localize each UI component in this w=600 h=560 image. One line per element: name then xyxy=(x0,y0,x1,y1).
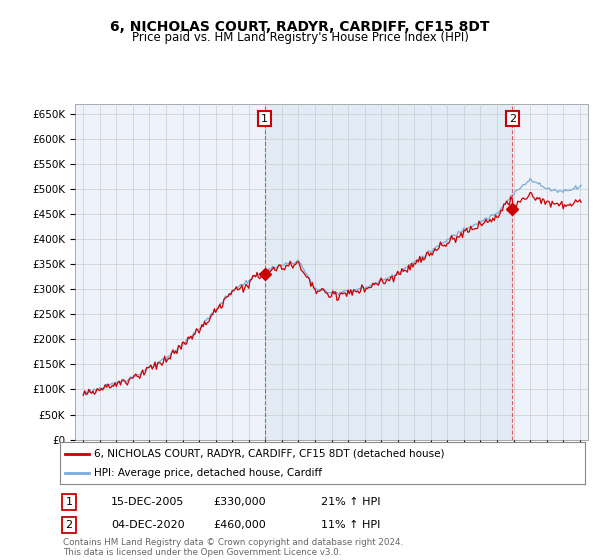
Text: HPI: Average price, detached house, Cardiff: HPI: Average price, detached house, Card… xyxy=(94,468,322,478)
Text: 1: 1 xyxy=(261,114,268,124)
Text: 15-DEC-2005: 15-DEC-2005 xyxy=(111,497,184,507)
Text: 04-DEC-2020: 04-DEC-2020 xyxy=(111,520,185,530)
Bar xyxy=(265,104,512,440)
Text: £330,000: £330,000 xyxy=(213,497,266,507)
Text: 2: 2 xyxy=(509,114,516,124)
Text: 2: 2 xyxy=(65,520,73,530)
Text: Contains HM Land Registry data © Crown copyright and database right 2024.
This d: Contains HM Land Registry data © Crown c… xyxy=(63,538,403,557)
Text: £460,000: £460,000 xyxy=(213,520,266,530)
Text: 6, NICHOLAS COURT, RADYR, CARDIFF, CF15 8DT (detached house): 6, NICHOLAS COURT, RADYR, CARDIFF, CF15 … xyxy=(94,449,445,459)
Text: 6, NICHOLAS COURT, RADYR, CARDIFF, CF15 8DT: 6, NICHOLAS COURT, RADYR, CARDIFF, CF15 … xyxy=(110,20,490,34)
Text: 21% ↑ HPI: 21% ↑ HPI xyxy=(321,497,380,507)
Text: 1: 1 xyxy=(65,497,73,507)
Text: 11% ↑ HPI: 11% ↑ HPI xyxy=(321,520,380,530)
Text: Price paid vs. HM Land Registry's House Price Index (HPI): Price paid vs. HM Land Registry's House … xyxy=(131,31,469,44)
